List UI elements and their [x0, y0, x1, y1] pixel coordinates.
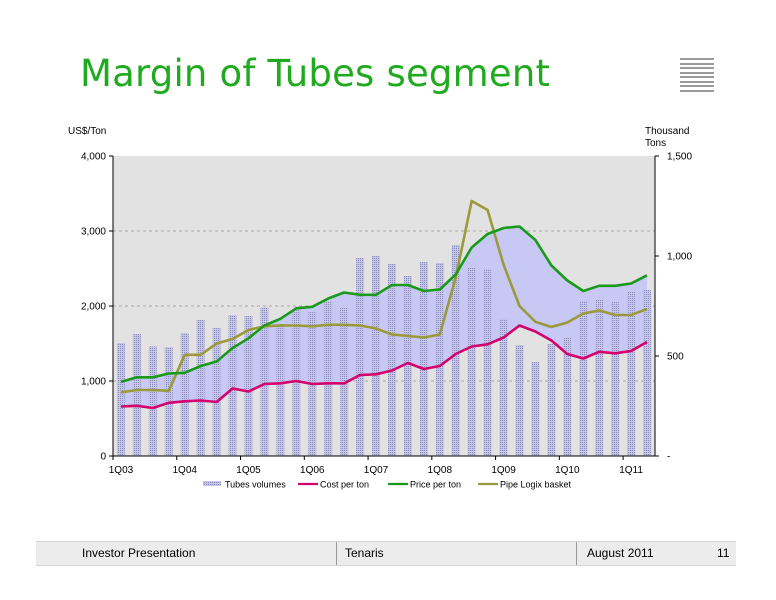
- tenaris-logo-icon: [680, 58, 714, 92]
- x-tick-label: 1Q08: [428, 465, 453, 476]
- volume-bar: [435, 263, 444, 456]
- right-axis-label: Thousand Tons: [645, 126, 689, 150]
- footer-company-label: Tenaris: [345, 546, 384, 560]
- left-tick-label: 3,000: [81, 227, 106, 238]
- legend-label: Cost per ton: [320, 480, 369, 490]
- volume-bar: [228, 315, 237, 456]
- volume-bar: [515, 345, 524, 456]
- volume-bar: [356, 258, 365, 456]
- volume-bar: [483, 269, 492, 456]
- legend-label: Pipe Logix basket: [500, 480, 572, 490]
- volume-bar: [372, 256, 381, 456]
- x-tick-label: 1Q06: [300, 465, 325, 476]
- x-tick-label: 1Q05: [236, 465, 261, 476]
- x-tick-label: 1Q09: [491, 465, 516, 476]
- legend-label: Tubes volumes: [225, 480, 286, 490]
- volume-bar: [627, 291, 636, 456]
- series-line-price-per-ton: [120, 225, 648, 384]
- volume-bar: [499, 319, 508, 456]
- volume-bar: [196, 320, 205, 456]
- footer-page-number: 11: [717, 546, 730, 560]
- left-tick-label: 0: [100, 452, 106, 463]
- x-tick-label: 1Q03: [109, 465, 134, 476]
- legend-swatch-bar: [203, 481, 221, 486]
- margin-chart: 0 1,000 2,000 3,000 4,000 - 500 1,000 1,500 1Q03 1…: [81, 152, 692, 490]
- right-tick-label: 500: [667, 352, 684, 363]
- volume-bar: [579, 301, 588, 456]
- legend-label: Price per ton: [410, 480, 461, 490]
- volume-bar: [611, 302, 620, 456]
- volume-bar: [387, 264, 396, 456]
- footer-bar: Investor Presentation Tenaris August 201…: [36, 541, 736, 566]
- x-tick-label: 1Q04: [173, 465, 198, 476]
- volume-bar: [595, 299, 604, 456]
- volume-bar: [148, 346, 157, 456]
- x-tick-label: 1Q07: [364, 465, 389, 476]
- volume-bar: [451, 245, 460, 456]
- x-tick-label: 1Q11: [619, 465, 643, 476]
- footer-divider: [336, 542, 337, 565]
- footer-presentation-label: Investor Presentation: [82, 546, 196, 560]
- volume-bar: [547, 344, 556, 456]
- volume-bar: [324, 301, 333, 456]
- right-tick-label: 1,500: [667, 152, 692, 163]
- series-line-pipe-logix-basket: [120, 199, 648, 394]
- right-axis-label-line2: Tons: [645, 138, 667, 149]
- right-axis-label-line1: Thousand: [645, 126, 690, 137]
- series-line-cost-per-ton: [120, 324, 648, 410]
- volume-bar: [563, 337, 572, 456]
- left-tick-label: 2,000: [81, 302, 106, 313]
- volume-bar: [244, 316, 253, 456]
- footer-divider: [576, 542, 577, 565]
- volume-bar: [643, 290, 652, 456]
- margin-area: [121, 226, 647, 408]
- left-tick-label: 4,000: [81, 152, 106, 163]
- left-tick-label: 1,000: [81, 377, 106, 388]
- volume-bar: [212, 328, 221, 456]
- right-tick-label: -: [667, 452, 670, 463]
- volume-bar: [180, 333, 189, 456]
- footer-date-label: August 2011: [587, 546, 654, 560]
- volume-bar: [340, 307, 349, 456]
- right-tick-label: 1,000: [667, 252, 692, 263]
- left-axis-label: US$/Ton: [68, 126, 107, 137]
- volume-bar: [116, 343, 125, 456]
- volume-bar: [132, 334, 141, 456]
- volume-bar: [276, 324, 285, 456]
- volume-bar: [403, 276, 412, 456]
- volume-bar: [467, 268, 476, 456]
- page-title: Margin of Tubes segment: [80, 52, 551, 95]
- volume-bar: [260, 307, 269, 456]
- volume-bar: [292, 310, 301, 456]
- volume-bar: [419, 262, 428, 456]
- volume-bar: [531, 362, 540, 456]
- x-tick-label: 1Q10: [555, 465, 580, 476]
